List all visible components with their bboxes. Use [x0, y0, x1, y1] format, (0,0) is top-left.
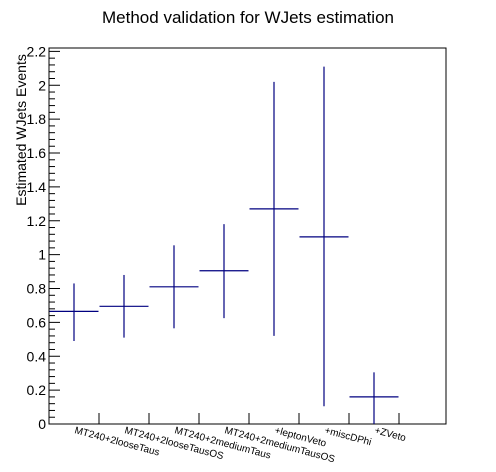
y-tick-label: 1.6 [27, 145, 47, 161]
y-tick-label: 0.8 [27, 281, 47, 297]
y-tick-label: 0.4 [27, 348, 47, 364]
chart-title: Method validation for WJets estimation [102, 8, 394, 27]
y-tick-label: 2 [38, 77, 46, 93]
data-series [49, 66, 399, 424]
y-tick-label: 2.2 [27, 43, 47, 59]
y-tick-label: 1.4 [27, 179, 47, 195]
y-axis-ticks: 0 0.2 0.4 0.6 0.8 1 1.2 1.4 1.6 1.8 2 2.2 [27, 43, 60, 432]
y-axis-label: Estimated WJets Events [13, 54, 29, 206]
y-tick-label: 1.8 [27, 111, 47, 127]
y-tick-label: 1 [38, 247, 46, 263]
plot-frame [48, 47, 447, 425]
y-tick-label: 1.2 [27, 213, 47, 229]
x-tick-label: +miscDPhi [323, 425, 372, 448]
y-tick-label: 0.2 [27, 382, 47, 398]
x-tick-label: +ZVeto [373, 425, 407, 444]
y-tick-label: 0 [38, 416, 46, 432]
y-tick-label: 0.6 [27, 314, 47, 330]
x-axis-ticks: MT240+2looseTausMT240+2looseTausOSMT240+… [73, 413, 407, 465]
